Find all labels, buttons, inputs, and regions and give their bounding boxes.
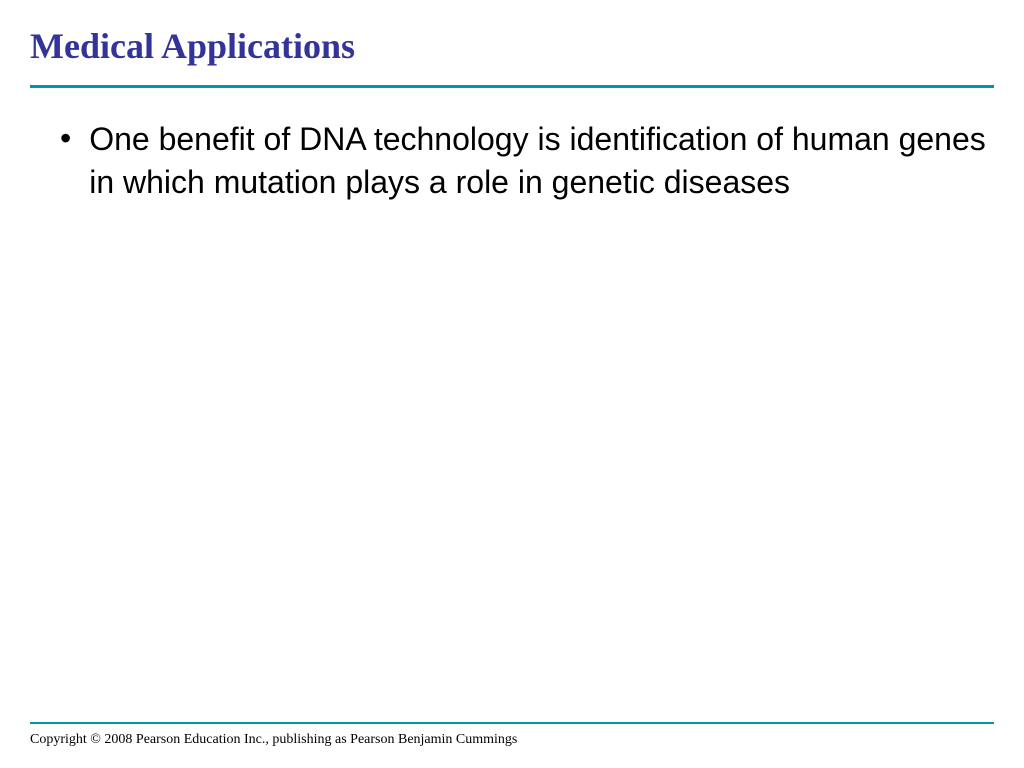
bullet-text: One benefit of DNA technology is identif… xyxy=(89,118,994,204)
content-area: • One benefit of DNA technology is ident… xyxy=(30,118,994,722)
slide-container: Medical Applications • One benefit of DN… xyxy=(0,0,1024,768)
bullet-item: • One benefit of DNA technology is ident… xyxy=(60,118,994,204)
copyright-footer: Copyright © 2008 Pearson Education Inc.,… xyxy=(30,732,994,748)
divider-bottom xyxy=(30,722,994,724)
bullet-marker: • xyxy=(60,118,71,160)
slide-title: Medical Applications xyxy=(30,25,994,67)
divider-top xyxy=(30,85,994,88)
